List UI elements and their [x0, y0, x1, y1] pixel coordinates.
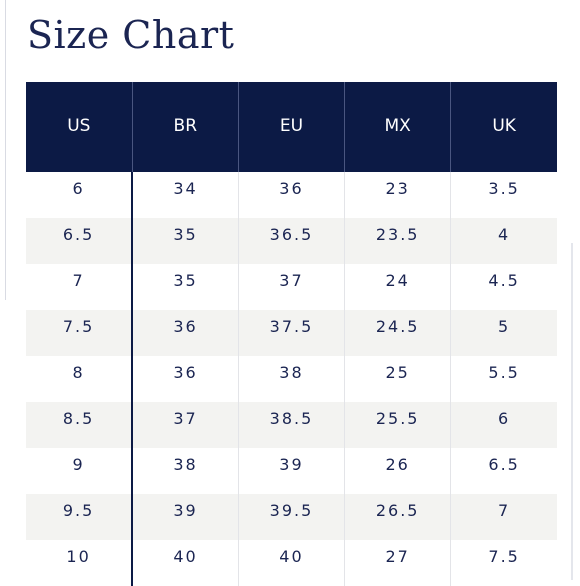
page-title: Size Chart — [27, 13, 235, 57]
table-cell: 6 — [72, 179, 85, 198]
table-cell: 36.5 — [237, 218, 345, 264]
table-cell: 3.5 — [450, 172, 557, 218]
page-edge-divider — [5, 0, 6, 300]
table-cell: 37.5 — [237, 310, 345, 356]
table-cell: 37 — [131, 402, 239, 448]
table-cell: 39 — [237, 448, 345, 494]
table-cell: 25 — [344, 356, 451, 402]
table-cell: 7.5 — [450, 540, 557, 586]
table-row: 6 34 36 23 3.5 — [26, 172, 557, 218]
table-cell: 8 — [72, 363, 85, 382]
table-row: 7 35 37 24 4.5 — [26, 264, 557, 310]
table-cell: 6 — [450, 402, 557, 448]
table-row: 10 40 40 27 7.5 — [26, 540, 557, 586]
table-cell: 27 — [344, 540, 451, 586]
size-chart-table: US BR EU MX UK 6 34 36 23 3.5 6.5 35 36.… — [26, 82, 557, 586]
column-header-uk: UK — [450, 82, 557, 172]
table-cell: 39.5 — [237, 494, 345, 540]
table-cell: 37 — [237, 264, 345, 310]
table-cell: 26.5 — [344, 494, 451, 540]
table-cell: 34 — [131, 172, 239, 218]
table-cell: 35 — [131, 218, 239, 264]
table-cell: 5 — [450, 310, 557, 356]
table-row: 7.5 36 37.5 24.5 5 — [26, 310, 557, 356]
table-cell: 24 — [344, 264, 451, 310]
table-row: 8.5 37 38.5 25.5 6 — [26, 402, 557, 448]
table-cell: 25.5 — [344, 402, 451, 448]
table-cell: 23 — [344, 172, 451, 218]
table-cell: 7 — [450, 494, 557, 540]
table-cell: 23.5 — [344, 218, 451, 264]
table-row: 9.5 39 39.5 26.5 7 — [26, 494, 557, 540]
table-cell: 10 — [66, 547, 91, 566]
table-cell: 39 — [131, 494, 239, 540]
table-cell: 38.5 — [237, 402, 345, 448]
table-cell: 4.5 — [450, 264, 557, 310]
table-cell: 8.5 — [26, 402, 133, 448]
table-cell: 7.5 — [26, 310, 133, 356]
table-cell: 40 — [237, 540, 345, 586]
column-header-mx: MX — [344, 82, 451, 172]
table-cell: 40 — [131, 540, 239, 586]
table-cell: 38 — [237, 356, 345, 402]
table-cell: 9.5 — [26, 494, 133, 540]
table-cell: 36 — [237, 172, 345, 218]
table-row: 8 36 38 25 5.5 — [26, 356, 557, 402]
table-cell: 9 — [72, 455, 85, 474]
table-header-row: US BR EU MX UK — [26, 82, 557, 172]
scrollbar-track[interactable] — [571, 243, 573, 580]
table-cell: 4 — [450, 218, 557, 264]
column-header-br: BR — [131, 82, 239, 172]
table-cell: 38 — [131, 448, 239, 494]
table-cell: 5.5 — [450, 356, 557, 402]
table-row: 6.5 35 36.5 23.5 4 — [26, 218, 557, 264]
table-cell: 35 — [131, 264, 239, 310]
table-cell: 26 — [344, 448, 451, 494]
table-cell: 36 — [131, 310, 239, 356]
column-header-eu: EU — [237, 82, 345, 172]
table-cell: 24.5 — [344, 310, 451, 356]
column-header-us: US — [26, 82, 133, 172]
table-cell: 7 — [72, 271, 85, 290]
table-cell: 6.5 — [26, 218, 133, 264]
table-row: 9 38 39 26 6.5 — [26, 448, 557, 494]
table-cell: 6.5 — [450, 448, 557, 494]
table-cell: 36 — [131, 356, 239, 402]
